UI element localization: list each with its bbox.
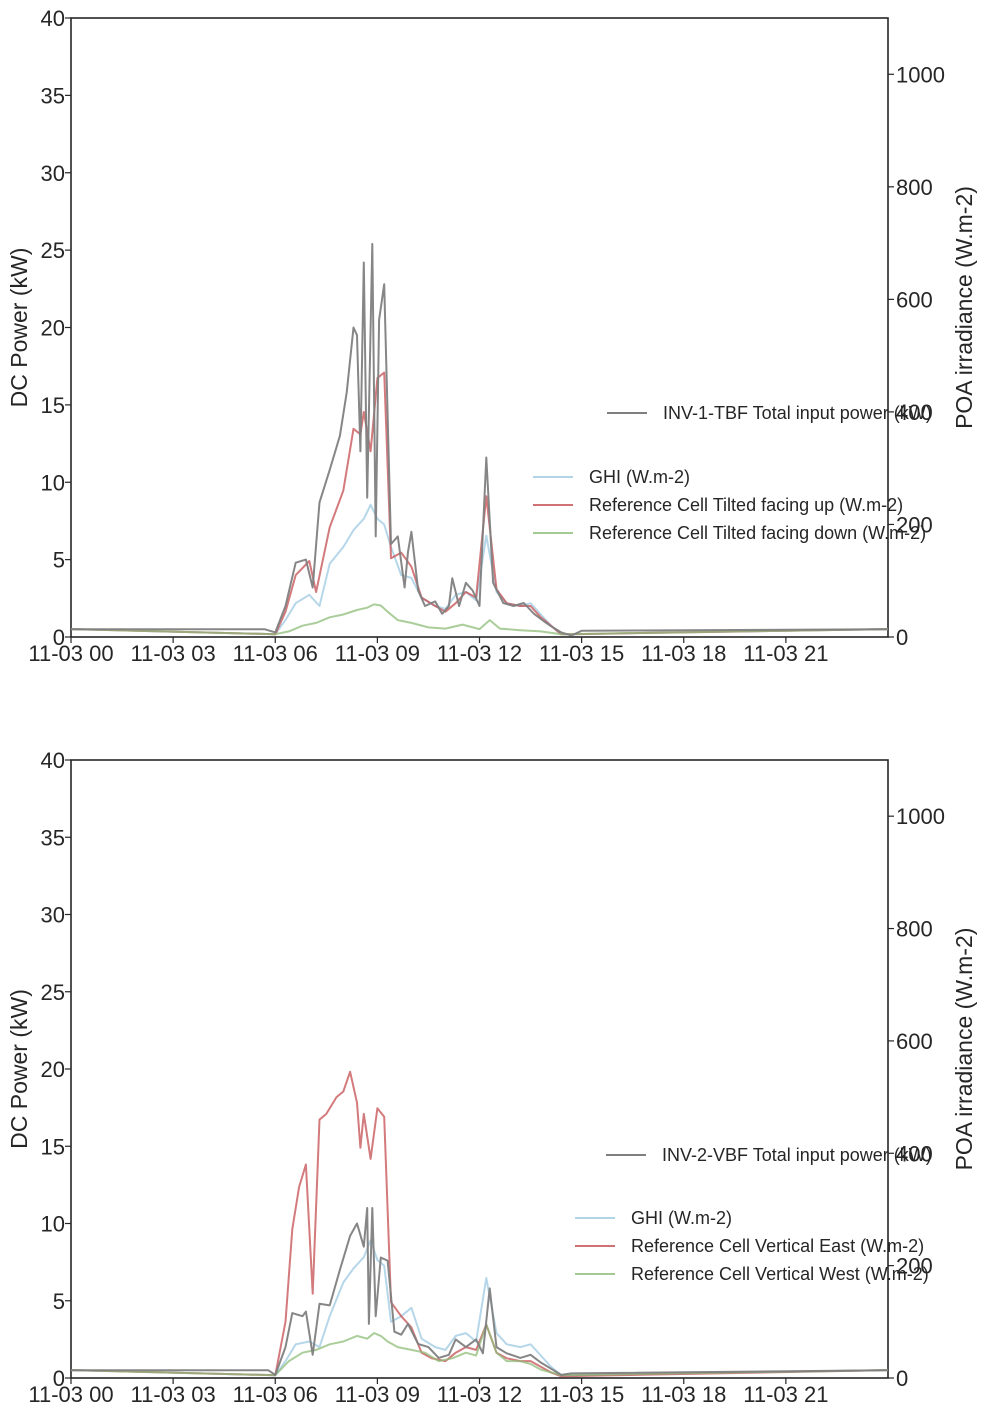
series-line-right-1 xyxy=(70,503,889,636)
left-tick-label: 5 xyxy=(53,1289,65,1314)
x-tick-label: 11-03 21 xyxy=(743,1382,828,1407)
x-tick-label: 11-03 15 xyxy=(539,1382,624,1407)
series-line-right-2 xyxy=(70,1070,889,1378)
legend-entry: Reference Cell Vertical West (W.m-2) xyxy=(631,1264,929,1284)
legend-right-axis: GHI (W.m-2) Reference Cell Tilted facing … xyxy=(533,467,926,543)
x-tick-label: 11-03 03 xyxy=(131,641,216,666)
x-tick-label: 11-03 09 xyxy=(335,641,420,666)
right-tick-label: 800 xyxy=(896,175,933,200)
legend-entry: GHI (W.m-2) xyxy=(631,1208,732,1228)
left-tick-label: 0 xyxy=(53,625,65,650)
left-tick-label: 25 xyxy=(41,238,65,263)
left-tick-label: 40 xyxy=(41,6,65,31)
legend-left-axis: INV-1-TBF Total input power (kW) xyxy=(607,403,932,423)
right-tick-label: 200 xyxy=(896,1254,933,1279)
series-line-right-3 xyxy=(70,1323,889,1377)
series-line-right-3 xyxy=(70,603,889,636)
right-tick-label: 1000 xyxy=(896,804,945,829)
left-tick-label: 35 xyxy=(41,825,65,850)
legend-left-axis: INV-2-VBF Total input power (kW) xyxy=(606,1145,932,1165)
left-tick-label: 5 xyxy=(53,548,65,573)
right-tick-label: 400 xyxy=(896,1141,933,1166)
right-tick-label: 1000 xyxy=(896,62,945,87)
left-tick-label: 30 xyxy=(41,161,65,186)
x-tick-label: 11-03 12 xyxy=(437,1382,522,1407)
x-tick-label: 11-03 15 xyxy=(539,641,624,666)
series-line-left-1 xyxy=(71,242,889,637)
x-tick-label: 11-03 00 xyxy=(28,641,113,666)
right-axis-label: POA irradiance (W.m-2) xyxy=(951,186,977,429)
legend-entry: INV-2-VBF Total input power (kW) xyxy=(662,1145,932,1165)
x-tick-label: 11-03 09 xyxy=(335,1382,420,1407)
left-tick-label: 25 xyxy=(41,980,65,1005)
plot-frame xyxy=(70,17,889,638)
x-tick-label: 11-03 18 xyxy=(641,641,726,666)
left-tick-label: 20 xyxy=(41,1057,65,1082)
x-tick-label: 11-03 12 xyxy=(437,641,522,666)
left-tick-label: 15 xyxy=(41,393,65,418)
left-tick-label: 0 xyxy=(53,1366,65,1391)
x-tick-label: 11-03 06 xyxy=(233,641,318,666)
legend-entry: Reference Cell Tilted facing down (W.m-2… xyxy=(589,523,926,543)
x-tick-label: 11-03 03 xyxy=(131,1382,216,1407)
right-tick-label: 600 xyxy=(896,287,933,312)
right-tick-label: 800 xyxy=(896,917,933,942)
right-tick-label: 400 xyxy=(896,400,933,425)
x-tick-label: 11-03 06 xyxy=(233,1382,318,1407)
series-line-right-1 xyxy=(70,1239,889,1377)
right-tick-label: 600 xyxy=(896,1029,933,1054)
legend-entry: Reference Cell Tilted facing up (W.m-2) xyxy=(589,495,903,515)
left-axis-label: DC Power (kW) xyxy=(6,248,32,408)
left-tick-label: 30 xyxy=(41,903,65,928)
left-tick-label: 10 xyxy=(41,470,65,495)
left-tick-label: 35 xyxy=(41,83,65,108)
x-tick-label: 11-03 00 xyxy=(28,1382,113,1407)
left-tick-label: 15 xyxy=(41,1134,65,1159)
right-tick-label: 200 xyxy=(896,512,933,537)
right-tick-label: 0 xyxy=(896,1366,908,1391)
left-tick-label: 20 xyxy=(41,316,65,341)
legend-entry: GHI (W.m-2) xyxy=(589,467,690,487)
legend-entry: Reference Cell Vertical East (W.m-2) xyxy=(631,1236,924,1256)
right-tick-label: 0 xyxy=(896,625,908,650)
plot-frame xyxy=(70,759,889,1379)
right-axis-label: POA irradiance (W.m-2) xyxy=(951,928,977,1171)
legend-entry: INV-1-TBF Total input power (kW) xyxy=(663,403,932,423)
x-tick-label: 11-03 21 xyxy=(743,641,828,666)
left-axis-label: DC Power (kW) xyxy=(6,989,32,1149)
legend-right-axis: GHI (W.m-2) Reference Cell Vertical East … xyxy=(575,1208,929,1284)
series-line-left-1 xyxy=(71,1207,889,1376)
left-tick-label: 10 xyxy=(41,1212,65,1237)
x-tick-label: 11-03 18 xyxy=(641,1382,726,1407)
left-tick-label: 40 xyxy=(41,748,65,773)
